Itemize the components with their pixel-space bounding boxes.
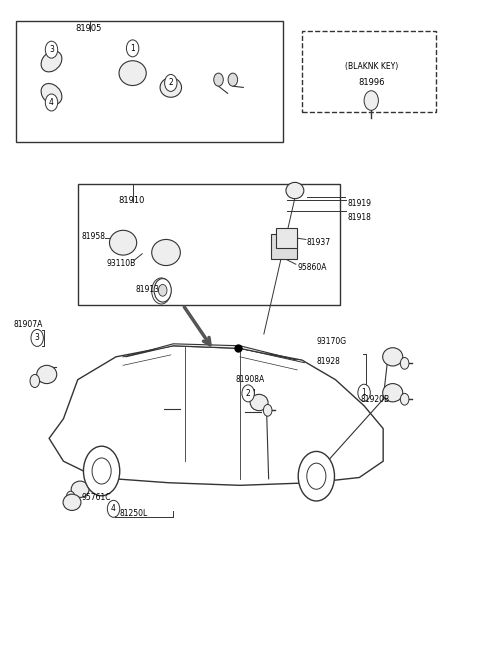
Bar <box>16 21 283 141</box>
Circle shape <box>358 384 370 402</box>
Circle shape <box>152 278 171 304</box>
Circle shape <box>264 404 272 416</box>
Circle shape <box>30 375 39 388</box>
Polygon shape <box>49 346 383 485</box>
Circle shape <box>92 458 111 484</box>
Text: 3: 3 <box>49 45 54 54</box>
Text: 81958: 81958 <box>82 232 106 240</box>
Ellipse shape <box>250 394 268 411</box>
Bar <box>271 234 297 259</box>
Ellipse shape <box>383 384 403 402</box>
Circle shape <box>307 463 326 489</box>
Text: 81250L: 81250L <box>120 509 148 518</box>
Text: 4: 4 <box>49 98 54 107</box>
Text: 81920B: 81920B <box>360 395 389 403</box>
Circle shape <box>400 358 409 369</box>
Ellipse shape <box>109 231 137 255</box>
Text: 81996: 81996 <box>358 79 384 87</box>
Circle shape <box>45 94 58 111</box>
Ellipse shape <box>383 348 403 366</box>
Circle shape <box>228 73 238 86</box>
Circle shape <box>165 75 177 92</box>
Ellipse shape <box>41 51 62 72</box>
Text: 81908A: 81908A <box>235 375 264 384</box>
Ellipse shape <box>63 494 81 510</box>
Circle shape <box>126 40 139 57</box>
Text: 81913: 81913 <box>135 285 159 294</box>
Text: 93170G: 93170G <box>316 337 347 346</box>
Circle shape <box>364 91 378 110</box>
Text: 93110B: 93110B <box>107 259 136 268</box>
Bar <box>276 229 297 248</box>
Text: 81937: 81937 <box>307 238 331 247</box>
Ellipse shape <box>71 481 89 497</box>
Text: 4: 4 <box>111 504 116 514</box>
Text: 2: 2 <box>168 79 173 87</box>
Ellipse shape <box>36 365 57 384</box>
FancyArrowPatch shape <box>184 307 210 345</box>
Text: 81918: 81918 <box>348 214 371 223</box>
Text: (BLAKNK KEY): (BLAKNK KEY) <box>345 62 398 71</box>
Circle shape <box>214 73 223 86</box>
Circle shape <box>400 394 409 405</box>
Text: 81928: 81928 <box>316 357 340 366</box>
Text: 95761C: 95761C <box>82 493 111 502</box>
Circle shape <box>298 451 335 501</box>
Circle shape <box>66 491 75 503</box>
Ellipse shape <box>41 84 62 105</box>
Text: 81910: 81910 <box>118 196 144 205</box>
Circle shape <box>242 385 254 402</box>
Ellipse shape <box>152 240 180 265</box>
Polygon shape <box>125 344 297 360</box>
Circle shape <box>45 41 58 58</box>
Ellipse shape <box>160 78 181 97</box>
Text: 95860A: 95860A <box>297 263 327 272</box>
Circle shape <box>108 500 120 517</box>
Text: 81905: 81905 <box>75 24 102 33</box>
Text: 1: 1 <box>362 388 366 397</box>
Text: 1: 1 <box>130 44 135 53</box>
Ellipse shape <box>286 182 304 198</box>
Text: 81907A: 81907A <box>13 320 43 329</box>
Text: 3: 3 <box>35 333 40 343</box>
Circle shape <box>31 329 43 346</box>
Bar <box>78 184 340 305</box>
Text: 81919: 81919 <box>348 199 372 208</box>
Circle shape <box>84 446 120 496</box>
Bar <box>302 31 436 112</box>
Circle shape <box>158 284 167 296</box>
Text: 2: 2 <box>246 389 251 398</box>
Circle shape <box>154 278 171 302</box>
Ellipse shape <box>119 61 146 86</box>
